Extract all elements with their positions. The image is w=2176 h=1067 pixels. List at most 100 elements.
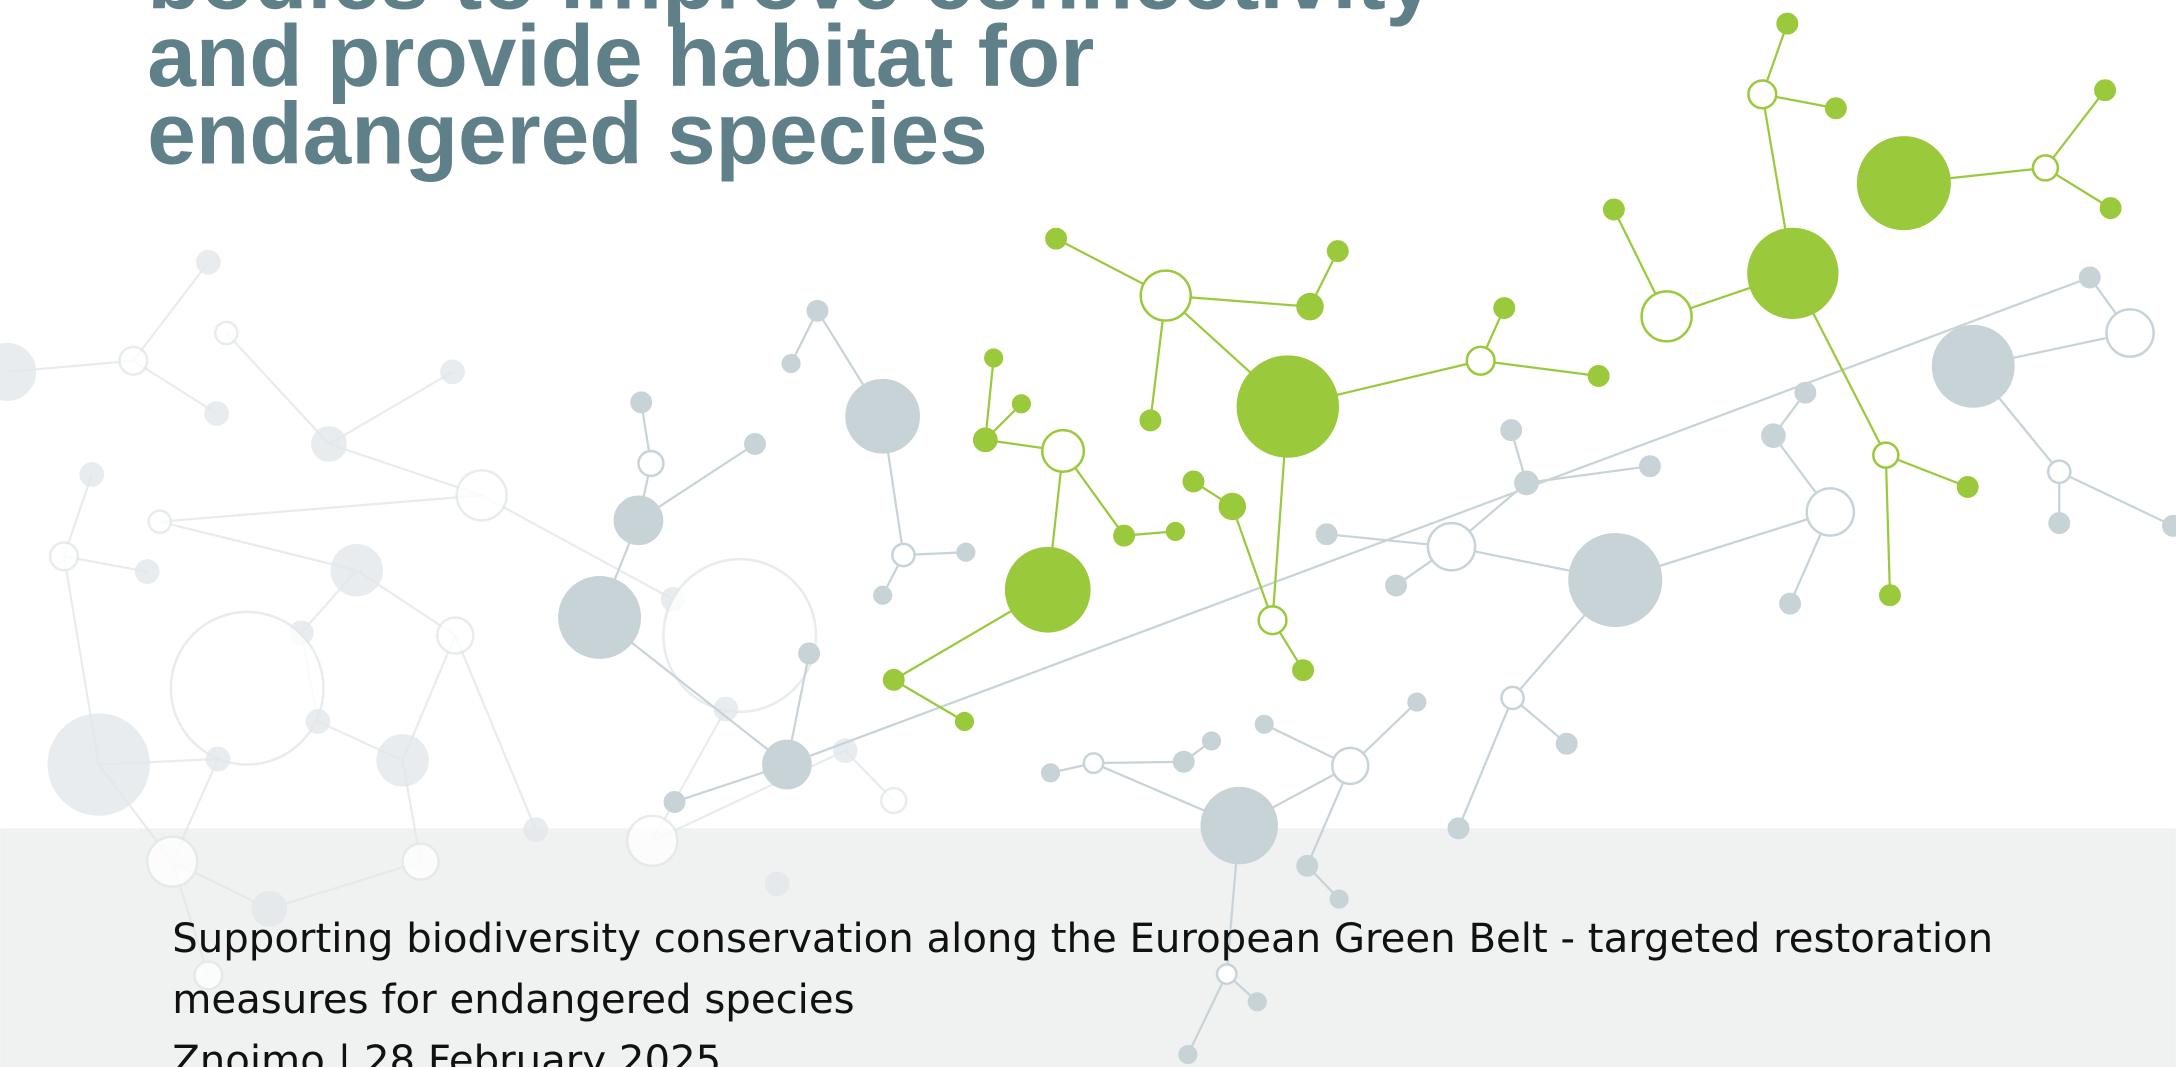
node [1247,992,1267,1012]
edge [786,276,2091,766]
node [1931,324,2015,408]
node [744,433,766,455]
node [1500,685,1525,711]
node [1139,269,1192,322]
edge [1231,506,1274,621]
edge [1884,455,1892,596]
node [1856,136,1951,231]
node [781,353,801,374]
node [806,299,829,322]
node [882,668,905,691]
node [1218,492,1247,521]
node [662,557,818,714]
node [1872,441,1900,469]
node [1879,584,1901,607]
edge [269,860,421,910]
title-line: and provide habitat for [147,7,1094,105]
node [845,378,920,454]
edge [1885,454,1969,489]
node [663,791,686,813]
node [1315,523,1338,546]
edge [1480,359,1599,378]
node [204,401,229,426]
node [455,469,508,522]
node [1165,521,1185,541]
edge [1093,760,1184,765]
node [1493,297,1516,319]
node [1004,546,1091,633]
node [891,542,916,568]
node [1956,476,1979,498]
edge [328,370,454,445]
node [1329,889,1349,909]
edge [132,261,210,362]
node [972,427,998,453]
node [764,871,790,897]
node [558,575,642,659]
node [626,814,679,868]
node [214,320,239,346]
node [1447,817,1470,840]
node [1178,1044,1198,1065]
node [1082,752,1105,775]
node [1045,227,1068,250]
edge [893,678,966,723]
node [1426,521,1477,572]
subtitle-line: Supporting biodiversity conservation alo… [172,916,1993,962]
node [1215,963,1238,985]
node [330,544,384,597]
node [1794,381,1817,404]
node [880,786,908,815]
node [1805,487,1856,537]
node [1113,524,1136,547]
edge [481,494,674,601]
edge [328,442,483,497]
node [1257,605,1288,636]
node [1326,240,1349,263]
node [1500,419,1523,442]
node [134,559,160,585]
node [401,842,440,881]
node [523,817,549,843]
edge [1186,973,1228,1055]
node [2031,154,2060,182]
node [1514,470,1539,496]
node [1040,428,1086,474]
node [1602,198,1625,221]
node [1296,854,1319,877]
edge [2058,470,2174,527]
node [2099,197,2122,220]
node [2046,459,2072,485]
node [2094,79,2117,102]
edge [1457,697,1514,829]
network-decoration [0,12,2176,1065]
node [956,542,976,562]
edge [984,357,995,440]
node [118,345,149,376]
node [1040,763,1061,783]
node [637,449,665,478]
node [376,734,429,787]
node [1182,470,1205,493]
node [1824,97,1847,120]
subtitle-line: measures for endangered species [172,977,854,1023]
node [613,495,664,546]
node [305,709,331,734]
node [251,890,288,927]
node [873,585,893,605]
node [1407,692,1427,712]
node [2162,514,2176,537]
node [2048,512,2071,535]
node [0,342,37,401]
title-line: bodies to improve connectivity [147,0,1434,27]
edge [132,359,218,415]
node [1200,786,1278,865]
node [1172,750,1195,773]
node [1638,455,1661,478]
node [1330,746,1370,786]
node [630,391,653,414]
node [954,711,975,732]
node [48,541,80,572]
